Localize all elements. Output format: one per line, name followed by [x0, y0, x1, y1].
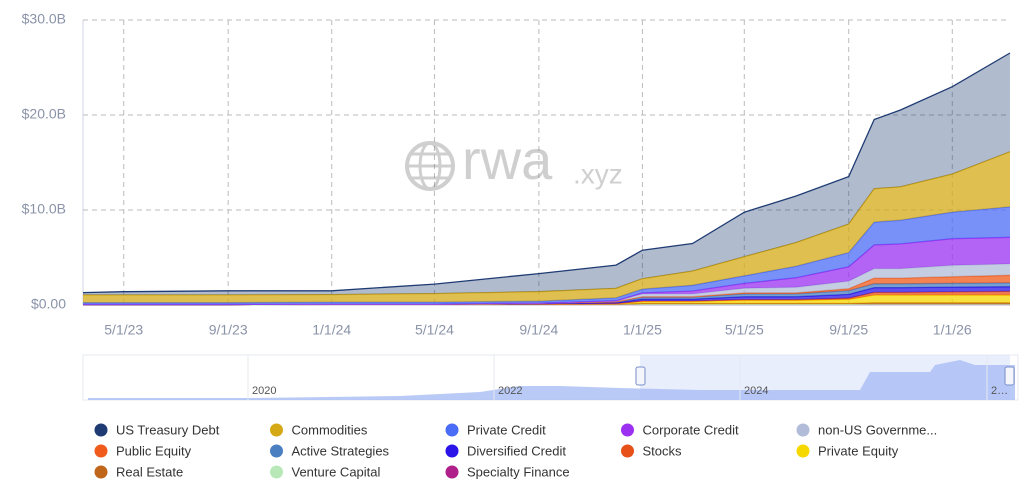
watermark-brand: rwa [462, 128, 553, 191]
legend-swatch[interactable] [796, 444, 810, 458]
area [83, 295, 1010, 305]
navigator-label: 2024 [744, 385, 768, 397]
watermark-domain: .xyz [573, 158, 623, 189]
legend-swatch[interactable] [94, 444, 108, 458]
x-tick-label: 5/1/24 [415, 322, 454, 338]
legend-label: Real Estate [116, 464, 183, 479]
globe-icon [418, 141, 442, 191]
x-tick-label: 9/1/23 [209, 322, 248, 338]
navigator-label: 2020 [252, 385, 276, 397]
legend-label: Public Equity [116, 443, 192, 458]
navigator-handle[interactable] [635, 366, 646, 386]
legend-label: Venture Capital [292, 464, 381, 479]
legend-swatch[interactable] [796, 423, 810, 437]
navigator-handle[interactable] [1004, 366, 1015, 386]
area [83, 237, 1010, 305]
x-tick-label: 9/1/25 [829, 322, 868, 338]
legend-swatch[interactable] [270, 423, 283, 437]
plot: $0.00 $10.0B $20.0B $30.0B 5/1/23 9/1/23 1/1/2… [22, 11, 1011, 338]
legend-swatch[interactable] [445, 444, 459, 458]
legend-swatch[interactable] [94, 465, 108, 479]
x-tick-label: 9/1/24 [519, 322, 558, 338]
x-tick-label: 5/1/23 [104, 322, 143, 338]
x-tick-label: 1/1/26 [933, 322, 972, 338]
legend-swatch[interactable] [621, 444, 634, 458]
legend-swatch[interactable] [94, 423, 108, 437]
x-tick-label: 5/1/25 [725, 322, 764, 338]
legend: US Treasury Debt Commodities Private Credi… [94, 422, 937, 479]
legend-swatch[interactable] [445, 423, 459, 437]
y-tick-label: $10.0B [22, 201, 66, 217]
watermark: rwa .xyz [405, 128, 623, 191]
area [83, 53, 1010, 295]
legend-label: Commodities [292, 422, 368, 437]
navigator-label: 2022 [498, 385, 522, 397]
navigator-label: 2… [991, 385, 1008, 397]
navigator[interactable]: 2020 2022 2024 2… [82, 354, 1019, 401]
y-tick-label: $30.0B [22, 11, 66, 27]
legend-label: non-US Governme... [818, 422, 937, 437]
legend-label: Diversified Credit [467, 443, 566, 458]
legend-label: Active Strategies [292, 443, 390, 458]
area [83, 282, 1010, 305]
legend-label: Specialty Finance [467, 464, 570, 479]
y-tick-label: $20.0B [22, 106, 66, 122]
legend-swatch[interactable] [270, 465, 283, 479]
x-tick-label: 1/1/25 [623, 322, 662, 338]
legend-swatch[interactable] [621, 423, 634, 437]
area-line [82, 52, 1011, 294]
y-tick-label: $0.00 [31, 296, 66, 312]
legend-label: US Treasury Debt [116, 422, 220, 437]
area-line [83, 151, 1011, 296]
legend-swatch[interactable] [445, 465, 459, 479]
legend-label: Private Credit [467, 422, 546, 437]
legend-label: Stocks [643, 443, 683, 458]
legend-label: Corporate Credit [643, 422, 739, 437]
globe-icon [405, 141, 455, 191]
legend-swatch[interactable] [270, 444, 283, 458]
legend-label: Private Equity [818, 443, 899, 458]
x-tick-label: 1/1/24 [312, 322, 351, 338]
navigator-series [88, 360, 1015, 400]
area [83, 151, 1010, 303]
